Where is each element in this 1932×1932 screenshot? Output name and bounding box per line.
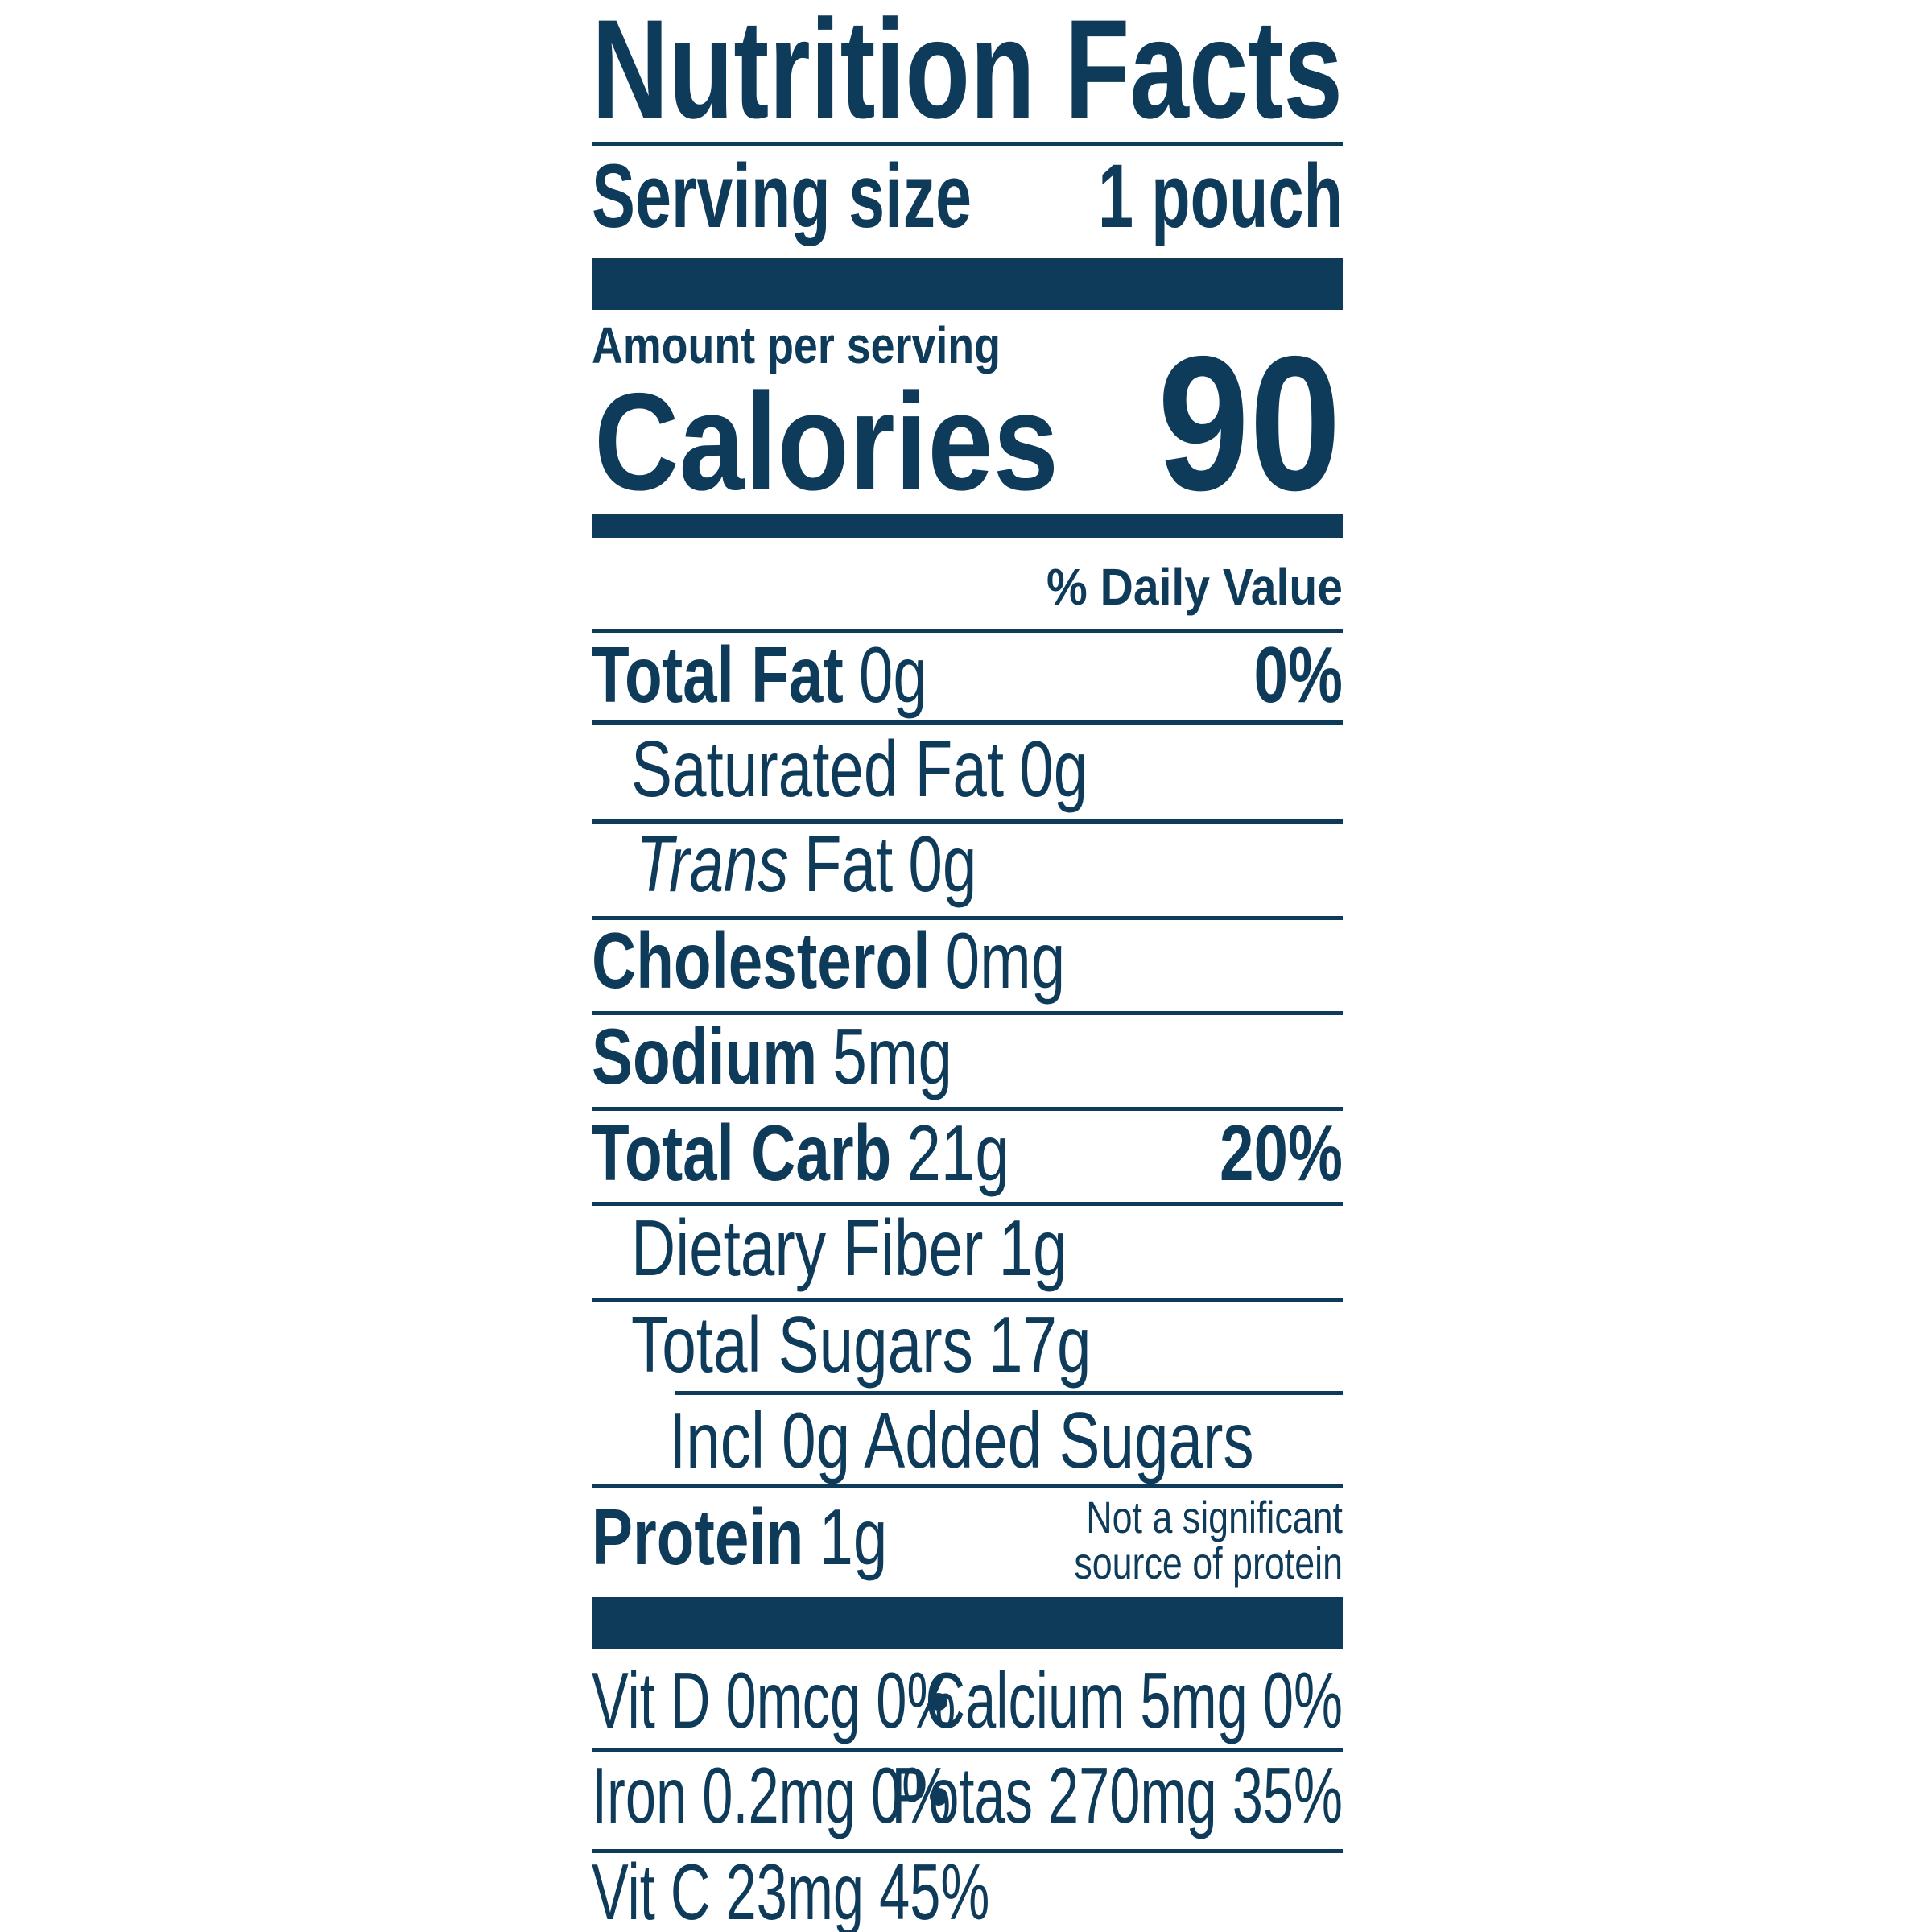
nutrient-row: Cholesterol 0mg (592, 916, 1065, 1005)
vitamin-item: Potas 270mg 35% (891, 1751, 1343, 1839)
nutrient-amount: 5mg (832, 1012, 952, 1100)
nutrient-name: Cholesterol (592, 916, 930, 1005)
thick-bar (592, 514, 1343, 538)
rule (592, 819, 1343, 824)
vitamin-item: Vit C 23mg 45% (592, 1847, 989, 1932)
daily-value: 0% (1254, 630, 1343, 719)
calories-label: Calories (594, 365, 1059, 519)
nutrient-name-italic: Trans (636, 819, 789, 908)
nutrient-row: Total Carb 21g (592, 1108, 1009, 1197)
nutrient-name: Protein (592, 1492, 803, 1581)
vitamin-item: Calcium 5mg 0% (926, 1656, 1343, 1744)
rule (675, 1391, 1343, 1395)
nutrient-row: Protein 1g (592, 1492, 887, 1581)
serving-label: Serving size (592, 146, 972, 246)
rule (592, 142, 1343, 146)
nutrient-row: Sodium 5mg (592, 1012, 952, 1100)
nutrient-row: Total Sugars 17g (631, 1300, 1092, 1389)
title: Nutrition Facts (592, 0, 1343, 148)
rule (592, 1849, 1343, 1853)
nutrient-amount: 0g (1019, 724, 1088, 813)
thick-bar (592, 1597, 1343, 1649)
nutrient-name: Saturated Fat (631, 724, 1004, 813)
rule (592, 1202, 1343, 1206)
rule (592, 629, 1343, 633)
rule (592, 720, 1343, 724)
nutrient-row: Saturated Fat 0g (631, 724, 1088, 813)
nutrient-row: Total Fat 0g (592, 630, 927, 719)
nutrient-name: Total Fat (592, 630, 844, 719)
nutrient-name: Total Carb (592, 1108, 891, 1197)
calories-value: 90 (1158, 317, 1341, 530)
nutrient-amount: 0g (859, 630, 927, 719)
daily-value: 20% (1220, 1108, 1343, 1197)
nutrient-amount: 21g (906, 1108, 1009, 1197)
rule (592, 1011, 1343, 1015)
nutrient-name: Dietary Fiber (631, 1203, 983, 1292)
nutrient-amount: 17g (989, 1300, 1092, 1389)
rule (592, 1107, 1343, 1111)
nutrient-row: Trans Fat 0g (636, 819, 976, 908)
nutrient-name: Incl 0g Added Sugars (669, 1396, 1254, 1484)
nutrient-name: Total Sugars (631, 1300, 973, 1389)
daily-value-header: % Daily Value (1046, 558, 1343, 616)
nutrient-amount: 0g (908, 819, 976, 908)
thick-bar (592, 258, 1343, 310)
rule (592, 1298, 1343, 1302)
nutrient-row: Incl 0g Added Sugars (669, 1396, 1254, 1484)
rule (592, 1748, 1343, 1752)
nutrient-name: Sodium (592, 1012, 817, 1100)
nutrient-row: Dietary Fiber 1g (631, 1203, 1067, 1292)
rule (592, 916, 1343, 920)
bullet (930, 1788, 947, 1806)
nutrient-name: Fat (804, 819, 893, 908)
nutrient-amount: 1g (819, 1492, 887, 1581)
nutrient-amount: 1g (999, 1203, 1067, 1292)
vitamin-item: Vit D 0mcg 0% (592, 1656, 956, 1744)
nutrient-amount: 0mg (946, 916, 1066, 1005)
protein-note: Not a significant (1086, 1492, 1343, 1542)
amount-label: Amount per serving (592, 316, 1001, 374)
serving-value: 1 pouch (1098, 146, 1343, 246)
bullet (930, 1693, 947, 1711)
protein-note: source of protein (1074, 1538, 1343, 1588)
rule (592, 1484, 1343, 1488)
vitamin-item: Iron 0.2mg 0% (592, 1751, 951, 1839)
